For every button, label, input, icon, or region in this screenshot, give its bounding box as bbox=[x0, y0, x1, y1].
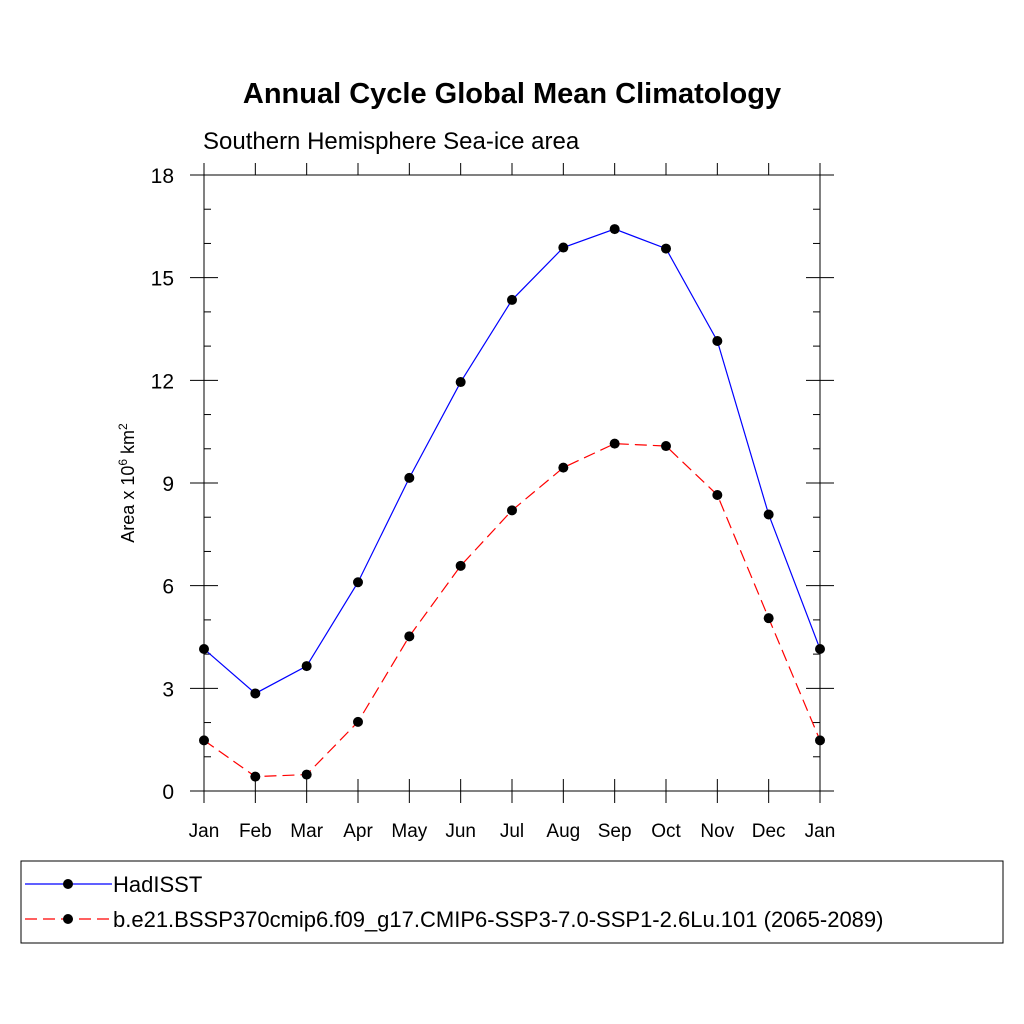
chart-subtitle: Southern Hemisphere Sea-ice area bbox=[203, 128, 580, 155]
legend-label-1: HadISST bbox=[113, 872, 202, 897]
y-axis-label-prefix: Area x 10 bbox=[118, 466, 138, 543]
x-tick-label: Sep bbox=[598, 821, 632, 842]
series-1-point bbox=[763, 509, 774, 520]
y-tick-label: 3 bbox=[162, 678, 174, 701]
y-axis-label-unit: km bbox=[118, 430, 138, 459]
legend: HadISST b.e21.BSSP370cmip6.f09_g17.CMIP6-… bbox=[25, 872, 883, 932]
series-1-point bbox=[353, 577, 363, 588]
y-axis-label-exponent: 6 bbox=[116, 459, 130, 466]
series-1-point bbox=[199, 643, 209, 654]
legend-marker-2 bbox=[63, 914, 73, 924]
series-1-point bbox=[301, 661, 312, 672]
series-1-point bbox=[558, 242, 569, 253]
series-1-point bbox=[455, 377, 466, 388]
series-1-point bbox=[661, 243, 671, 254]
x-tick-label: Oct bbox=[651, 821, 681, 842]
y-axis-label-unit-exponent: 2 bbox=[116, 423, 130, 430]
series-2-point bbox=[353, 716, 363, 727]
y-tick-label: 0 bbox=[162, 781, 174, 804]
series-2-point bbox=[455, 560, 466, 571]
y-tick-label: 18 bbox=[151, 165, 174, 188]
series-2-point bbox=[815, 735, 825, 746]
y-axis-label: Area x 106 km2 bbox=[116, 423, 138, 543]
x-tick-label: Jul bbox=[500, 821, 524, 842]
x-tick-label: May bbox=[391, 821, 427, 842]
series-layer bbox=[199, 224, 825, 782]
x-tick-label: Aug bbox=[546, 821, 580, 842]
series-2-point bbox=[661, 441, 671, 452]
plot-frame bbox=[203, 174, 821, 792]
series-2-point bbox=[609, 438, 620, 449]
x-tick-label: Dec bbox=[752, 821, 786, 842]
series-1-point bbox=[404, 472, 415, 483]
series-2-point bbox=[404, 631, 415, 642]
series-line-2 bbox=[203, 443, 821, 778]
legend-box bbox=[20, 860, 1004, 944]
axes-layer: 0 3 6 9 12 15 18 Jan Feb Mar Apr May Jun Jul Aug Sep Oct… bbox=[151, 163, 836, 842]
x-tick-label: Jan bbox=[189, 821, 220, 842]
series-1-point bbox=[507, 294, 517, 305]
y-tick-label: 9 bbox=[162, 473, 174, 496]
x-tick-label: Apr bbox=[343, 821, 373, 842]
series-2-point bbox=[199, 735, 209, 746]
series-2-point bbox=[301, 769, 312, 780]
series-2-point bbox=[558, 462, 569, 473]
x-tick-label: Mar bbox=[290, 821, 323, 842]
chart-title: Annual Cycle Global Mean Climatology bbox=[243, 78, 781, 110]
series-1-point bbox=[250, 688, 261, 699]
x-tick-label: Feb bbox=[239, 821, 272, 842]
series-2-point bbox=[763, 613, 774, 624]
series-1-point bbox=[815, 643, 825, 654]
series-2-point bbox=[712, 489, 723, 500]
series-1-point bbox=[712, 335, 723, 346]
series-2-point bbox=[250, 771, 261, 782]
series-2-point bbox=[507, 505, 517, 516]
x-tick-label: Nov bbox=[700, 821, 734, 842]
legend-label-2: b.e21.BSSP370cmip6.f09_g17.CMIP6-SSP3-7.… bbox=[113, 907, 883, 932]
legend-marker-1 bbox=[63, 879, 73, 889]
y-tick-label: 6 bbox=[162, 576, 174, 599]
y-tick-label: 12 bbox=[151, 370, 174, 393]
x-tick-label: Jan bbox=[805, 821, 836, 842]
series-1-point bbox=[609, 224, 620, 235]
y-tick-label: 15 bbox=[151, 268, 174, 291]
x-tick-label: Jun bbox=[445, 821, 476, 842]
